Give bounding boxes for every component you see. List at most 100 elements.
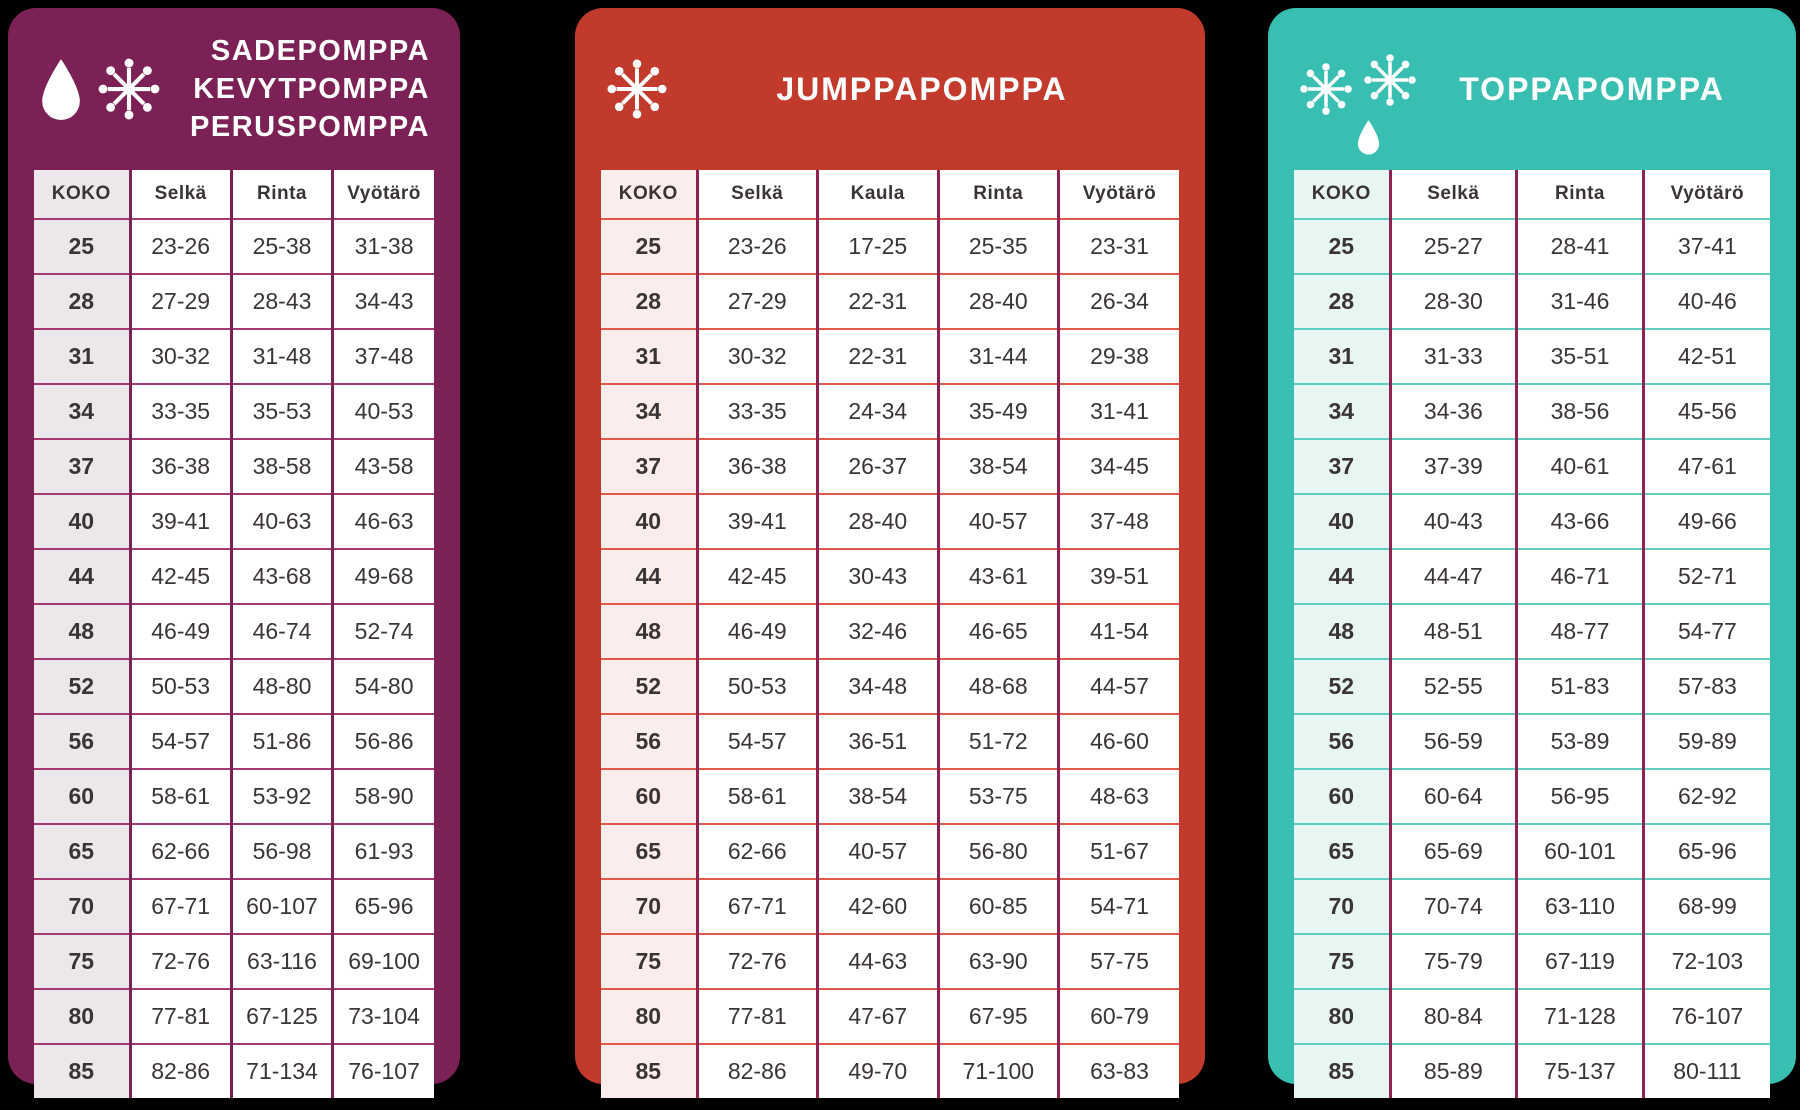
snowflake-icon	[1300, 63, 1352, 115]
range-cell: 29-38	[1057, 328, 1179, 384]
table-row: 85 82-86 49-70 71-100 63-83	[601, 1043, 1179, 1098]
panel-title-line: PERUSPOMPPA	[190, 111, 430, 143]
range-cell: 51-83	[1515, 658, 1644, 714]
size-cell: 65	[601, 823, 697, 879]
table-row: 34 33-35 35-53 40-53	[34, 383, 434, 439]
range-cell: 63-83	[1057, 1043, 1179, 1098]
range-cell: 31-44	[936, 328, 1059, 384]
range-cell: 34-36	[1388, 383, 1517, 439]
range-cell: 43-68	[229, 548, 333, 604]
table-row: 40 40-43 43-66 49-66	[1294, 493, 1770, 549]
range-cell: 65-96	[1641, 823, 1770, 879]
table-row: 60 58-61 53-92 58-90	[34, 768, 434, 824]
range-cell: 61-93	[331, 823, 434, 879]
range-cell: 80-111	[1641, 1043, 1770, 1098]
range-cell: 53-75	[936, 768, 1059, 824]
table-row: 44 44-47 46-71 52-71	[1294, 548, 1770, 604]
table-row: 44 42-45 43-68 49-68	[34, 548, 434, 604]
range-cell: 38-56	[1515, 383, 1644, 439]
table-row: 28 27-29 28-43 34-43	[34, 273, 434, 329]
panel-header: JUMPPAPOMPPA	[575, 8, 1205, 170]
size-cell: 80	[34, 988, 130, 1044]
range-cell: 44-57	[1057, 658, 1179, 714]
range-cell: 22-31	[816, 273, 938, 329]
table-row: 75 72-76 44-63 63-90 57-75	[601, 933, 1179, 989]
size-cell: 34	[1294, 383, 1390, 439]
range-cell: 48-63	[1057, 768, 1179, 824]
table-row: 28 28-30 31-46 40-46	[1294, 273, 1770, 329]
range-cell: 60-85	[936, 878, 1059, 934]
table-row: 44 42-45 30-43 43-61 39-51	[601, 548, 1179, 604]
range-cell: 63-116	[229, 933, 333, 989]
range-cell: 65-69	[1388, 823, 1517, 879]
size-cell: 80	[601, 988, 697, 1044]
range-cell: 69-100	[331, 933, 434, 989]
range-cell: 54-77	[1641, 603, 1770, 659]
range-cell: 77-81	[128, 988, 232, 1044]
table-row: 56 56-59 53-89 59-89	[1294, 713, 1770, 769]
range-cell: 63-110	[1515, 878, 1644, 934]
range-cell: 25-35	[936, 218, 1059, 274]
range-cell: 34-45	[1057, 438, 1179, 494]
column-header: Vyötärö	[1641, 170, 1770, 219]
range-cell: 44-47	[1388, 548, 1517, 604]
size-cell: 40	[601, 493, 697, 549]
range-cell: 51-86	[229, 713, 333, 769]
range-cell: 60-79	[1057, 988, 1179, 1044]
column-header: Rinta	[1515, 170, 1644, 219]
column-header: Selkä	[695, 170, 818, 219]
range-cell: 60-64	[1388, 768, 1517, 824]
table-row: 52 50-53 48-80 54-80	[34, 658, 434, 714]
column-header: Rinta	[936, 170, 1059, 219]
range-cell: 33-35	[695, 383, 818, 439]
range-cell: 36-51	[816, 713, 938, 769]
size-cell: 40	[34, 493, 130, 549]
table-row: 31 30-32 31-48 37-48	[34, 328, 434, 384]
table-row: 48 46-49 32-46 46-65 41-54	[601, 603, 1179, 659]
column-header: Kaula	[816, 170, 938, 219]
range-cell: 36-38	[695, 438, 818, 494]
range-cell: 67-71	[695, 878, 818, 934]
table-row: 48 46-49 46-74 52-74	[34, 603, 434, 659]
table-row: 37 36-38 38-58 43-58	[34, 438, 434, 494]
size-cell: 70	[1294, 878, 1390, 934]
range-cell: 42-45	[695, 548, 818, 604]
size-cell: 60	[1294, 768, 1390, 824]
range-cell: 65-96	[331, 878, 434, 934]
range-cell: 27-29	[695, 273, 818, 329]
panel-header: TOPPAPOMPPA	[1268, 8, 1796, 170]
range-cell: 54-57	[128, 713, 232, 769]
size-cell: 34	[34, 383, 130, 439]
range-cell: 77-81	[695, 988, 818, 1044]
table-row: 40 39-41 28-40 40-57 37-48	[601, 493, 1179, 549]
range-cell: 36-38	[128, 438, 232, 494]
table-row: 48 48-51 48-77 54-77	[1294, 603, 1770, 659]
range-cell: 37-39	[1388, 438, 1517, 494]
range-cell: 46-49	[695, 603, 818, 659]
range-cell: 37-48	[1057, 493, 1179, 549]
table-row: 31 30-32 22-31 31-44 29-38	[601, 328, 1179, 384]
size-cell: 52	[34, 658, 130, 714]
range-cell: 31-41	[1057, 383, 1179, 439]
range-cell: 49-68	[331, 548, 434, 604]
panel-sadepomppa-kevytpomppa-peruspomppa: SADEPOMPPA KEVYTPOMPPA PERUSPOMPPA KOKO Sel…	[8, 8, 460, 1098]
column-header: Vyötärö	[331, 170, 434, 219]
size-cell: 37	[34, 438, 130, 494]
column-header: KOKO	[34, 170, 130, 219]
table-row: 56 54-57 36-51 51-72 46-60	[601, 713, 1179, 769]
range-cell: 56-86	[331, 713, 434, 769]
range-cell: 52-74	[331, 603, 434, 659]
size-cell: 65	[1294, 823, 1390, 879]
size-cell: 56	[601, 713, 697, 769]
header-row: KOKO Selkä Rinta Vyötärö	[34, 170, 434, 219]
range-cell: 17-25	[816, 218, 938, 274]
table-row: 60 60-64 56-95 62-92	[1294, 768, 1770, 824]
range-cell: 24-34	[816, 383, 938, 439]
table-row: 25 23-26 17-25 25-35 23-31	[601, 218, 1179, 274]
range-cell: 39-41	[695, 493, 818, 549]
range-cell: 71-100	[936, 1043, 1059, 1098]
range-cell: 40-43	[1388, 493, 1517, 549]
panel-title: JUMPPAPOMPPA	[669, 71, 1175, 108]
range-cell: 40-57	[936, 493, 1059, 549]
